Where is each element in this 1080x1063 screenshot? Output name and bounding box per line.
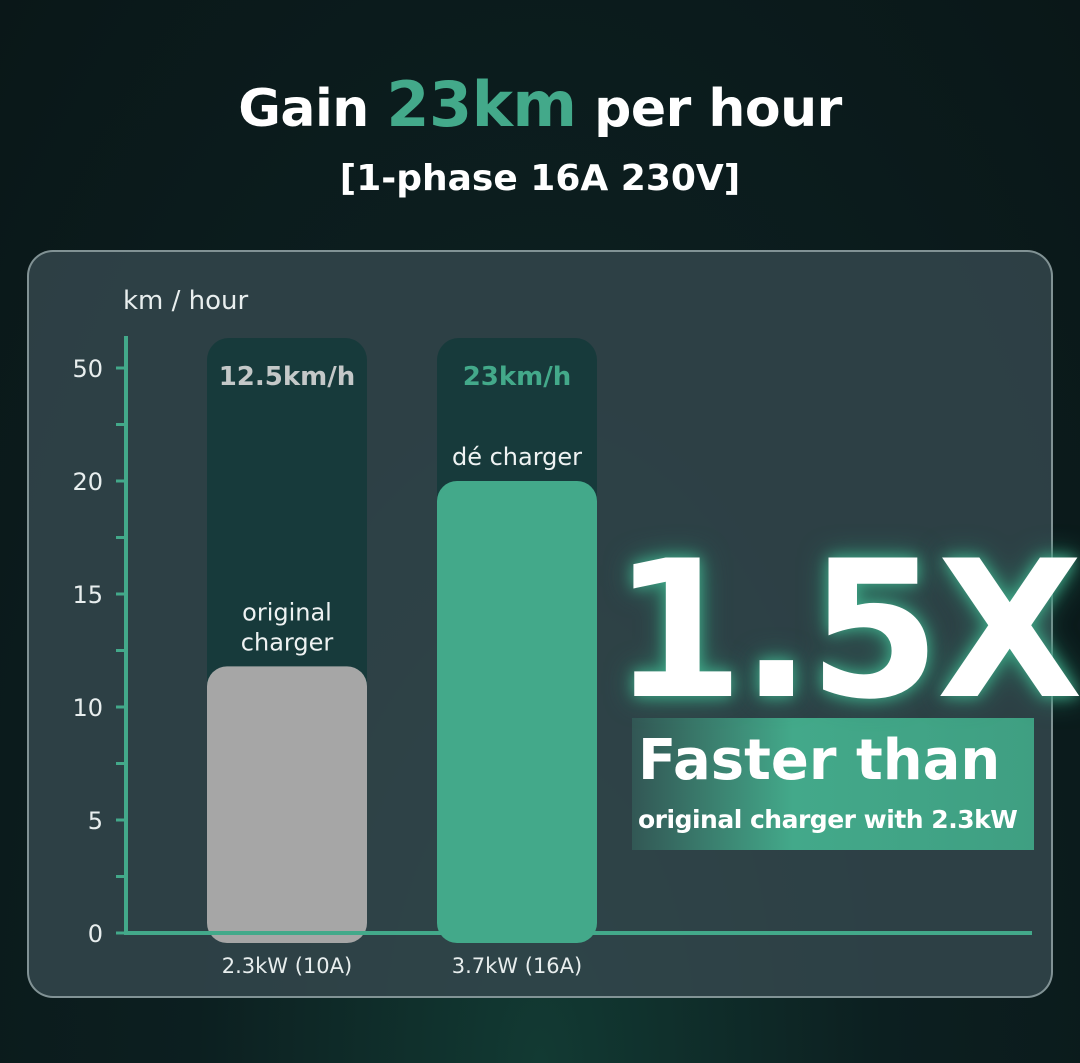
data-label: 23km/h	[463, 362, 572, 392]
y-tick-label: 10	[72, 694, 103, 722]
callout-band	[632, 718, 1034, 850]
page-subtitle: [1-phase 16A 230V]	[339, 158, 741, 199]
y-tick-label: 0	[88, 920, 103, 948]
bar	[207, 666, 367, 943]
y-tick-label: 20	[72, 468, 103, 496]
callout-detail: original charger with 2.3kW	[638, 805, 1018, 834]
title-highlight: 23km	[386, 68, 577, 141]
y-tick-label: 5	[88, 807, 103, 835]
page-title: Gain 23km per hour	[0, 68, 1080, 141]
callout-headline: Faster than	[638, 728, 1001, 793]
bar	[437, 481, 597, 943]
y-tick-label: 50	[72, 355, 103, 383]
x-tick-label: 2.3kW (10A)	[222, 954, 352, 978]
title-prefix: Gain	[238, 79, 369, 139]
y-axis-label: km / hour	[123, 286, 249, 316]
x-tick-label: 3.7kW (16A)	[452, 954, 582, 978]
bar-name-label: charger	[241, 628, 334, 656]
bar-name-label: dé charger	[452, 443, 582, 471]
data-label: 12.5km/h	[219, 362, 356, 392]
title-suffix: per hour	[594, 79, 842, 139]
bar-name-label: original	[242, 598, 332, 626]
multiplier-text: 1.5X	[612, 520, 1080, 741]
y-tick-label: 15	[72, 581, 103, 609]
